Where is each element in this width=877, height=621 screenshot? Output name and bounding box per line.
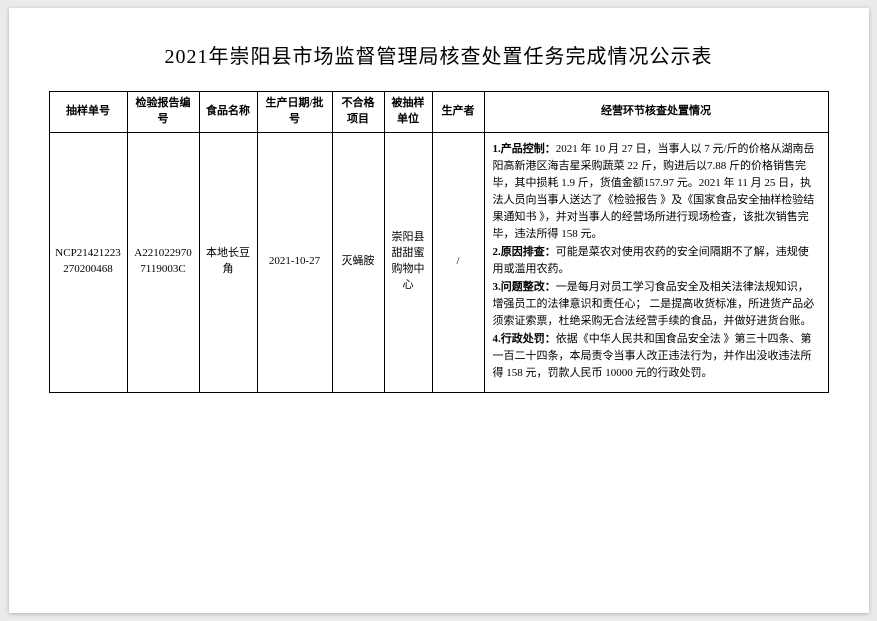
disclosure-table: 抽样单号 检验报告编号 食品名称 生产日期/批号 不合格项目 被抽样单位 生产者… <box>49 91 829 393</box>
table-header-row: 抽样单号 检验报告编号 食品名称 生产日期/批号 不合格项目 被抽样单位 生产者… <box>49 92 828 133</box>
detail-label-4: 4.行政处罚： <box>493 333 556 345</box>
detail-label-3: 3.问题整改： <box>493 281 556 293</box>
header-disposition: 经营环节核查处置情况 <box>484 92 828 133</box>
detail-text-1: 2021 年 10 月 27 日，当事人以 7 元/斤的价格从湖南岳阳高新港区海… <box>493 143 815 240</box>
detail-section-4: 4.行政处罚：依据《中华人民共和国食品安全法 》第三十四条、第一百二十四条，本局… <box>493 331 820 382</box>
cell-report-no: A2210229707119003C <box>127 132 199 392</box>
header-sampled-unit: 被抽样单位 <box>384 92 432 133</box>
detail-section-2: 2.原因排查：可能是菜农对使用农药的安全间隔期不了解，违规使用或滥用农药。 <box>493 244 820 278</box>
header-report-no: 检验报告编号 <box>127 92 199 133</box>
detail-section-3: 3.问题整改：一是每月对员工学习食品安全及相关法律法规知识，增强员工的法律意识和… <box>493 279 820 330</box>
page-title: 2021年崇阳县市场监督管理局核查处置任务完成情况公示表 <box>49 40 829 69</box>
detail-label-1: 1.产品控制： <box>493 143 556 155</box>
header-fail-item: 不合格项目 <box>332 92 384 133</box>
detail-section-1: 1.产品控制：2021 年 10 月 27 日，当事人以 7 元/斤的价格从湖南… <box>493 141 820 243</box>
cell-prod-date: 2021-10-27 <box>257 132 332 392</box>
cell-producer: / <box>432 132 484 392</box>
header-prod-date: 生产日期/批号 <box>257 92 332 133</box>
cell-disposition: 1.产品控制：2021 年 10 月 27 日，当事人以 7 元/斤的价格从湖南… <box>484 132 828 392</box>
document-page: 2021年崇阳县市场监督管理局核查处置任务完成情况公示表 抽样单号 检验报告编号… <box>9 8 869 613</box>
cell-fail-item: 灭蝇胺 <box>332 132 384 392</box>
header-sample-no: 抽样单号 <box>49 92 127 133</box>
cell-sample-no: NCP21421223270200468 <box>49 132 127 392</box>
header-food-name: 食品名称 <box>199 92 257 133</box>
cell-sampled-unit: 崇阳县甜甜蜜购物中心 <box>384 132 432 392</box>
cell-food-name: 本地长豆角 <box>199 132 257 392</box>
header-producer: 生产者 <box>432 92 484 133</box>
table-row: NCP21421223270200468 A2210229707119003C … <box>49 132 828 392</box>
detail-label-2: 2.原因排查： <box>493 246 556 258</box>
